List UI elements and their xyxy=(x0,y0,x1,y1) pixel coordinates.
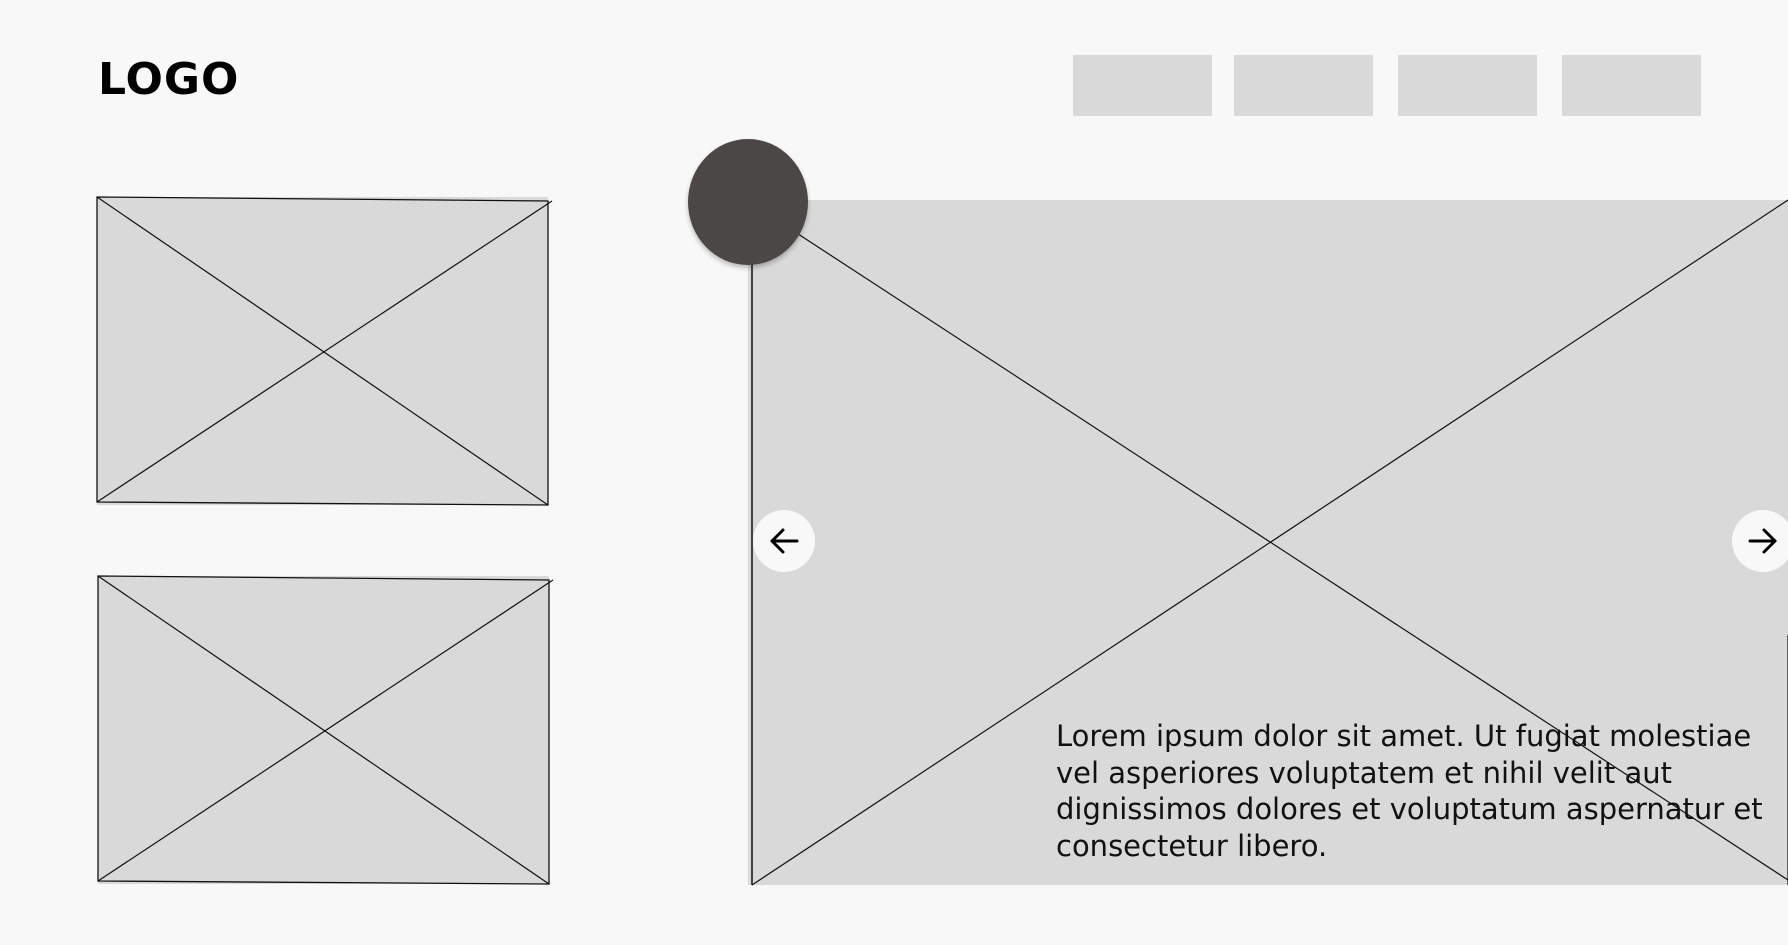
thumbnail-image-2[interactable] xyxy=(97,575,554,885)
slider-prev-button[interactable] xyxy=(753,510,815,572)
arrow-right-icon xyxy=(1748,528,1777,554)
thumbnail-image-1[interactable] xyxy=(96,196,553,506)
logo[interactable]: LOGO xyxy=(98,54,240,105)
nav-item-4[interactable] xyxy=(1562,55,1701,116)
nav-item-2[interactable] xyxy=(1234,55,1373,116)
hero-slider[interactable] xyxy=(748,199,1788,886)
image-placeholder-icon xyxy=(97,575,554,885)
slider-next-button[interactable] xyxy=(1732,510,1788,572)
arrow-left-icon xyxy=(770,528,799,554)
image-placeholder-icon xyxy=(96,196,553,506)
nav-item-1[interactable] xyxy=(1073,55,1212,116)
top-nav xyxy=(1073,55,1701,116)
nav-item-3[interactable] xyxy=(1398,55,1537,116)
image-placeholder-icon xyxy=(751,199,1788,886)
hero-caption: Lorem ipsum dolor sit amet. Ut fugiat mo… xyxy=(1056,719,1763,863)
avatar-circle xyxy=(688,139,808,265)
